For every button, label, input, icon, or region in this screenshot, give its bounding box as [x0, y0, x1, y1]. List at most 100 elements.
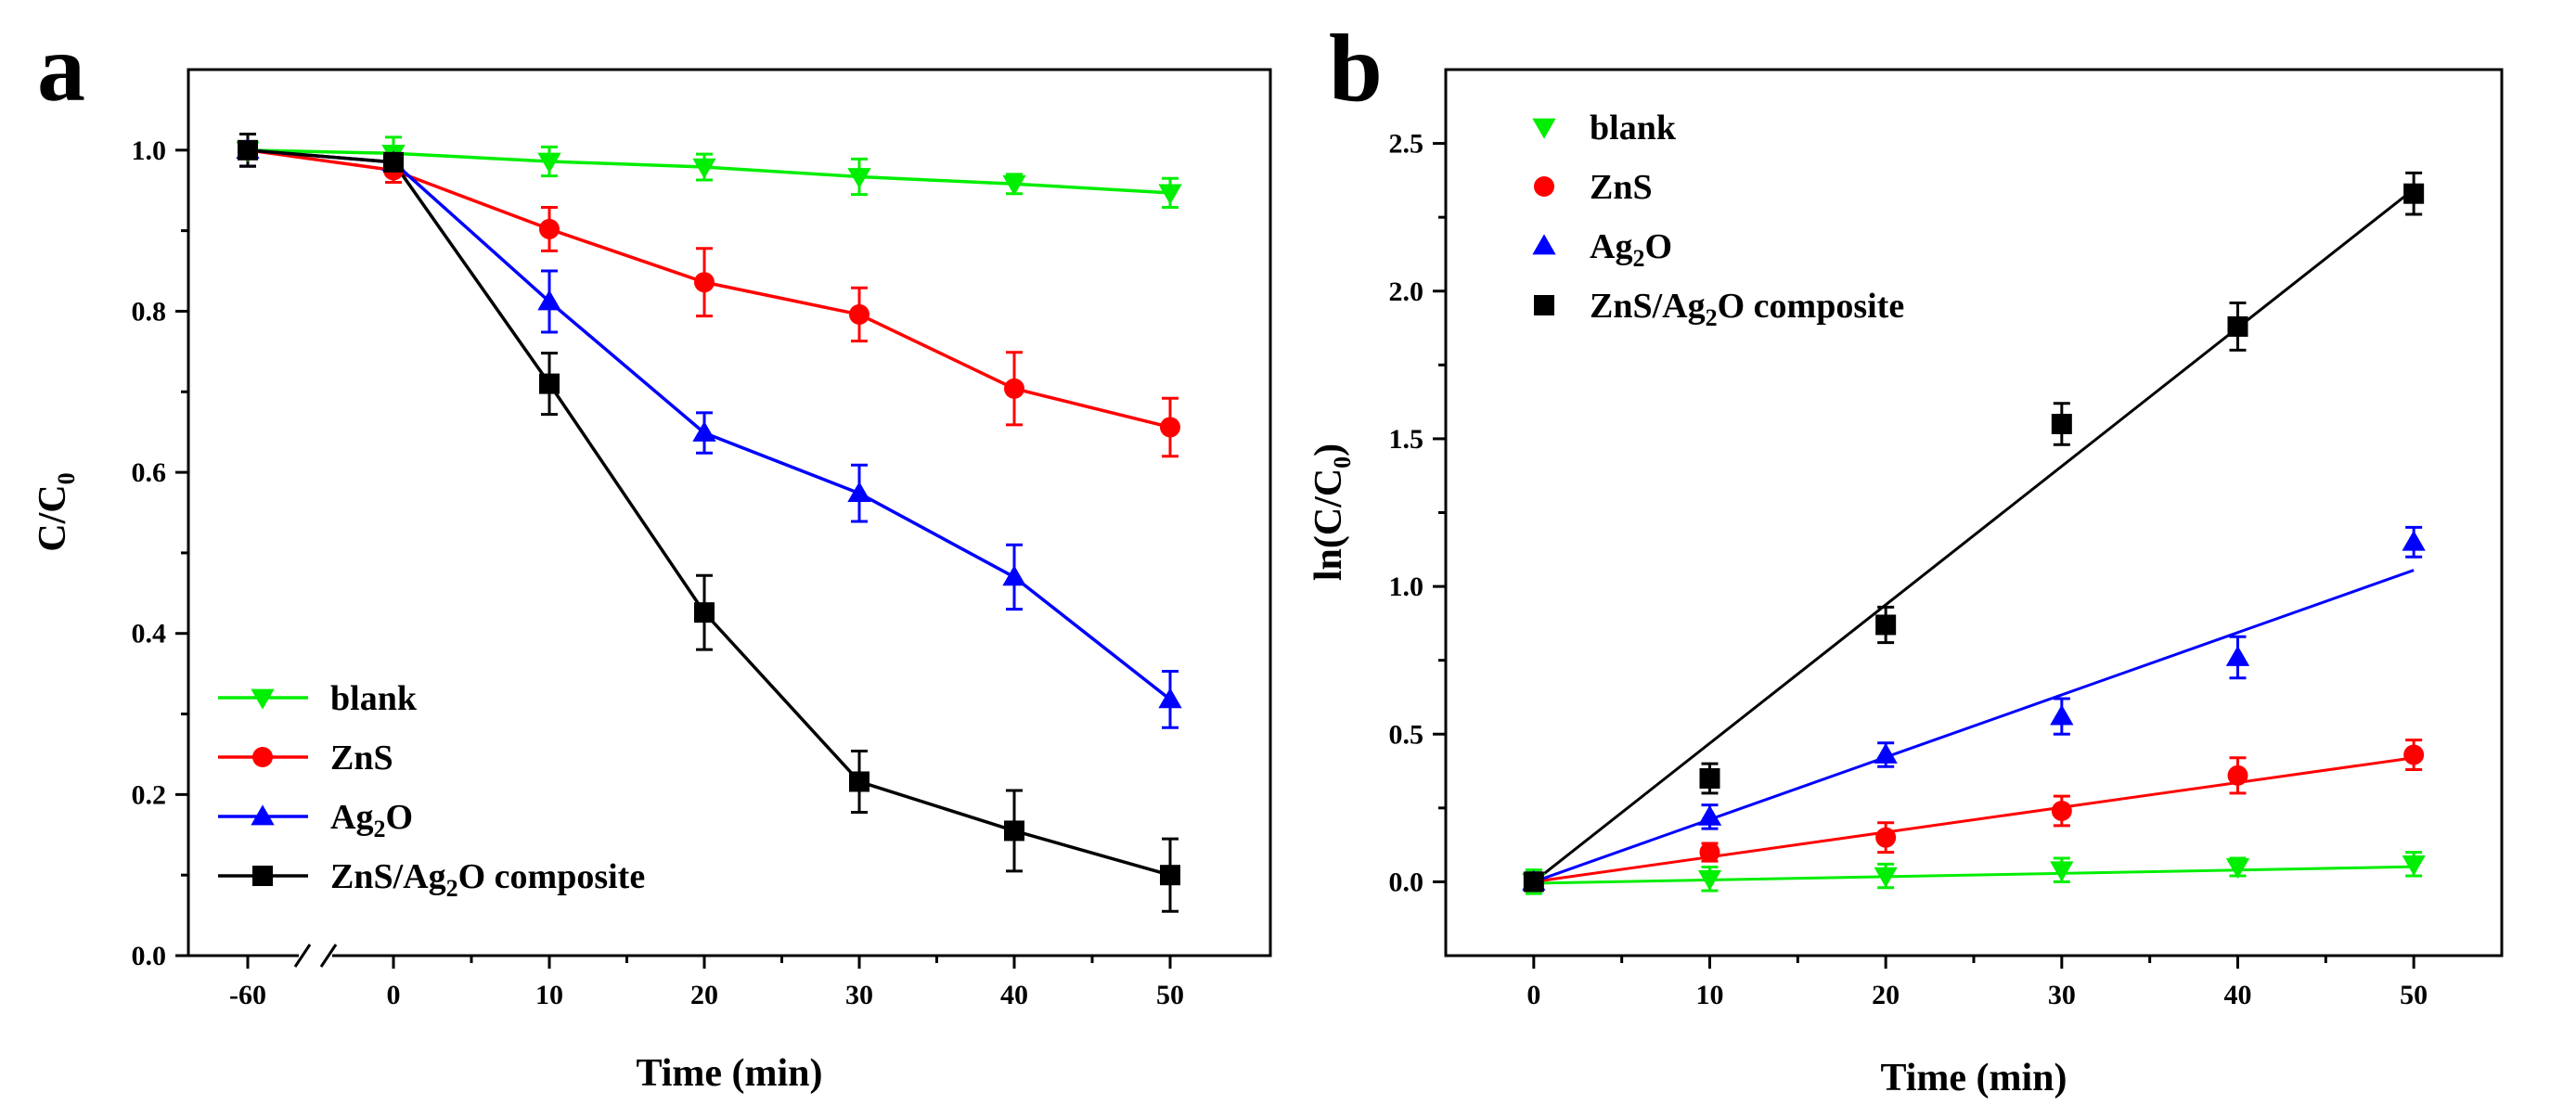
panel-a-point-composite: [539, 373, 560, 394]
panel-a-y-tick-label: 0.2: [132, 779, 167, 810]
panel-a-point-composite: [1160, 865, 1180, 886]
panel-a-point-ZnS: [539, 218, 560, 239]
panel-b-fit-line-blank: [1533, 865, 2415, 885]
panel-a-axis-break-gap: [299, 948, 332, 963]
panel-a-y-tick-label: 0.0: [132, 941, 167, 971]
panel-b-y-tick-label: 2.0: [1389, 276, 1424, 307]
panel-a-point-composite: [238, 139, 258, 161]
panel-a-y-axis-title: C/C0: [32, 472, 80, 551]
panel-a-legend-label-composite: ZnS/Ag2O composite: [330, 857, 645, 902]
panel-a-y-tick-label: 0.8: [132, 296, 167, 327]
panel-a-x-tick-label: 40: [1000, 980, 1028, 1010]
panel-b-point-composite: [1699, 768, 1720, 789]
panel-b-legend-marker-composite: [1534, 295, 1554, 315]
panel-b-point-blank: [1697, 869, 1722, 891]
panel-b-point-ZnS: [1875, 827, 1897, 848]
panel-a-legend-marker-composite: [252, 866, 273, 886]
panel-b-point-Ag2O: [2050, 704, 2074, 726]
panel-b-point-composite: [2403, 183, 2425, 204]
panel-b-fit-line-ZnS: [1533, 756, 2415, 883]
panel-a-point-Ag2O: [692, 420, 716, 442]
panel-a-legend-label-ZnS: ZnS: [330, 739, 393, 777]
panel-a-plot-frame: [187, 68, 1272, 957]
panel-a-point-blank: [1158, 184, 1182, 205]
panel-b-y-axis-title: ln(C/C0): [1307, 443, 1356, 581]
panel-a-label: a: [37, 15, 85, 122]
panel-a-legend-label-blank: blank: [330, 679, 418, 718]
panel-b-point-ZnS: [1699, 842, 1720, 863]
panel-b-point-blank: [2050, 861, 2074, 882]
panel-b-fit-line-composite: [1532, 187, 2415, 883]
panel-b-point-composite: [2227, 315, 2248, 337]
panel-a-x-tick-label: 30: [845, 980, 873, 1010]
panel-b-point-Ag2O: [2402, 530, 2426, 551]
panel-a-x-tick-label: 20: [690, 980, 718, 1010]
panel-a-point-ZnS: [1160, 417, 1180, 438]
panel-b-y-tick-label: 1.5: [1389, 424, 1424, 455]
panel-b-y-tick-label: 0.0: [1389, 867, 1424, 897]
panel-a-axis-break-mark: [319, 944, 338, 968]
panel-b-y-tick-label: 0.5: [1389, 719, 1424, 750]
panel-b-label: b: [1329, 15, 1383, 122]
panel-a-point-blank: [692, 158, 716, 179]
panel-b-fit-line-Ag2O: [1533, 569, 2415, 883]
panel-a-point-composite: [849, 771, 869, 792]
panel-a-legend-marker-ZnS: [252, 747, 273, 767]
panel-a-y-tick-label: 0.6: [132, 457, 167, 488]
panel-b-x-axis-title: Time (min): [1880, 1057, 2067, 1099]
panel-b-y-tick-label: 2.5: [1389, 129, 1424, 160]
panel-a-x-tick-label: 50: [1156, 980, 1184, 1010]
panel-b-x-tick-label: 10: [1696, 980, 1724, 1010]
panel-b-legend-label-Ag2O: Ag2O: [1590, 227, 1672, 272]
panel-a-point-ZnS: [1004, 378, 1024, 399]
panel-b-point-blank: [2225, 858, 2250, 880]
panel-b: 0.0 0.5 1.0 1.5 2.0 2.5 0 10 20 30 40 50 blank ZnS Ag…: [1307, 68, 2504, 1099]
panel-a-y-tick-label: 0.4: [132, 619, 167, 649]
panel-a-legend-marker-blank: [251, 688, 275, 710]
panel-a-legend-marker-Ag2O: [251, 804, 275, 826]
panel-b-legend-label-ZnS: ZnS: [1590, 168, 1653, 207]
panel-a-y-tick-label: 1.0: [132, 135, 167, 166]
panel-b-legend-label-composite: ZnS/Ag2O composite: [1590, 287, 1904, 331]
panel-b-x-tick-label: 50: [2400, 980, 2428, 1010]
panel-a-x-tick-label: -60: [229, 980, 266, 1010]
panel-b-point-Ag2O: [1874, 742, 1898, 764]
panel-a-axis-break-mark: [293, 944, 312, 968]
panel-b-point-ZnS: [2403, 744, 2425, 765]
panel-a: 0.0 0.2 0.4 0.6 0.8 1.0 -60 0 10 20 30 40 50 blank Zn…: [32, 68, 1272, 1095]
panel-a-point-blank: [1002, 174, 1026, 196]
panel-b-legend-marker-ZnS: [1534, 176, 1554, 197]
panel-a-x-tick-label: 10: [535, 980, 563, 1010]
panel-b-legend-label-blank: blank: [1590, 109, 1677, 148]
panel-b-point-ZnS: [2051, 801, 2072, 822]
panel-b-legend-marker-Ag2O: [1532, 234, 1556, 255]
panel-a-point-Ag2O: [847, 482, 871, 503]
panel-a-point-ZnS: [849, 303, 869, 325]
panel-b-point-blank: [2402, 855, 2426, 876]
panel-b-x-tick-label: 40: [2224, 980, 2252, 1010]
panel-a-point-blank: [847, 168, 871, 189]
panel-a-x-axis-title: Time (min): [636, 1052, 822, 1095]
panel-a-point-blank: [537, 152, 561, 173]
panel-a-point-ZnS: [694, 272, 715, 293]
panel-b-point-composite: [1523, 871, 1544, 893]
panel-b-x-tick-label: 20: [1872, 980, 1900, 1010]
panel-b-point-blank: [1874, 867, 1898, 888]
panel-b-y-tick-label: 1.0: [1389, 572, 1424, 602]
panel-b-x-tick-label: 30: [2048, 980, 2076, 1010]
panel-a-x-tick-label: 0: [387, 980, 401, 1010]
panel-b-point-Ag2O: [1697, 804, 1722, 826]
panel-a-point-composite: [1004, 820, 1024, 842]
panel-b-point-composite: [2051, 414, 2072, 434]
panel-a-point-composite: [694, 602, 715, 623]
panel-a-point-Ag2O: [1158, 688, 1182, 709]
panel-a-legend-label-Ag2O: Ag2O: [330, 798, 413, 842]
panel-b-point-Ag2O: [2225, 645, 2250, 666]
panel-b-legend-marker-blank: [1532, 118, 1556, 139]
panel-a-point-Ag2O: [1002, 565, 1026, 586]
panel-a-point-Ag2O: [537, 289, 561, 311]
panel-a-point-composite: [383, 151, 404, 173]
panel-b-point-composite: [1875, 614, 1897, 636]
panel-b-x-tick-label: 0: [1526, 980, 1540, 1010]
panel-b-point-ZnS: [2227, 765, 2248, 786]
